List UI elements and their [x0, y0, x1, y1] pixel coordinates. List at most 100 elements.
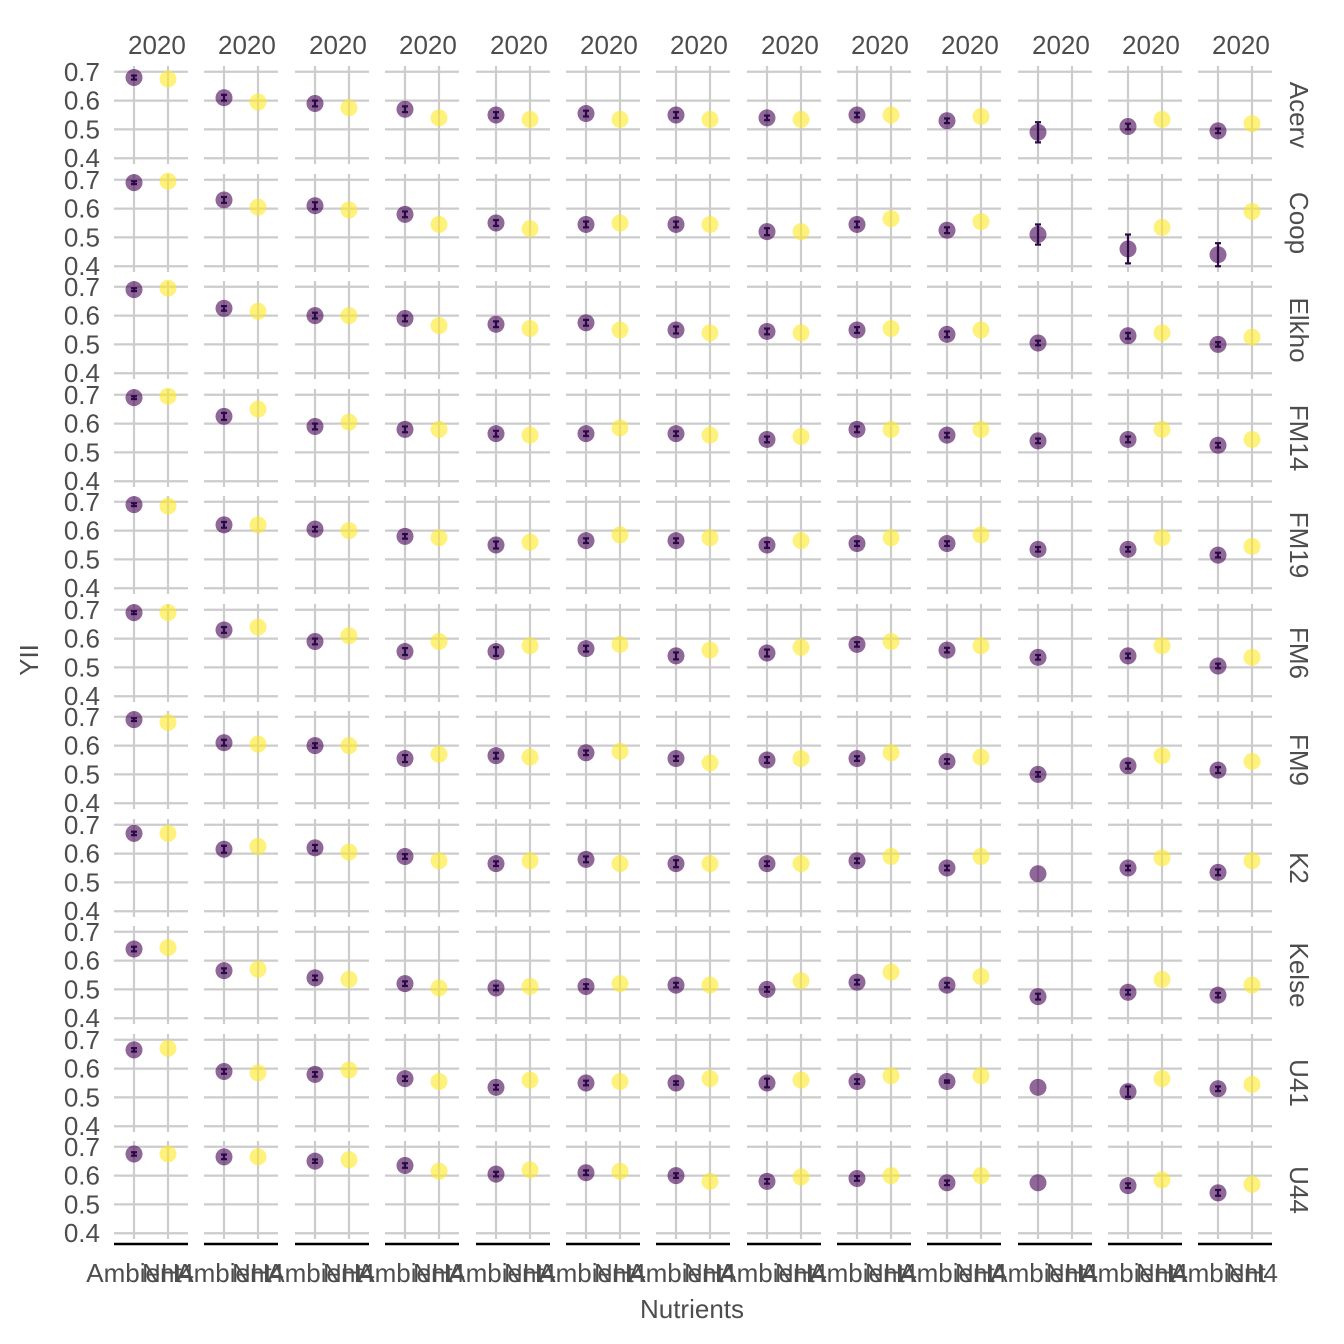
- data-point-nh4: [249, 618, 267, 636]
- facet-panel: [385, 604, 459, 702]
- row-strip: U41: [1284, 1059, 1314, 1107]
- facet-panel: [747, 1034, 821, 1132]
- facet-panel: [656, 174, 730, 272]
- column-strip: 2020: [1032, 30, 1090, 60]
- facet-panel: [1108, 281, 1182, 379]
- data-point-nh4: [340, 307, 358, 325]
- facet-panel: [566, 604, 640, 702]
- facet-panel: [1108, 1141, 1182, 1239]
- facet-panel: [1108, 926, 1182, 1024]
- facet-panel: [385, 496, 459, 594]
- facet-panel: [295, 926, 369, 1024]
- facet-panel: [1198, 389, 1272, 487]
- row-strip: Coop: [1284, 192, 1314, 254]
- x-tick-label: Ambient: [1170, 1258, 1266, 1288]
- data-point-nh4: [159, 1039, 177, 1057]
- facet-panel: [385, 711, 459, 809]
- data-point-nh4: [1153, 747, 1171, 765]
- column-strip-label: 2020: [761, 30, 819, 60]
- facet-panel: [747, 926, 821, 1024]
- facet-panel: [927, 1034, 1001, 1132]
- facet-panel: [656, 926, 730, 1024]
- facet-panel: [114, 1034, 188, 1132]
- facet-panel: [1018, 496, 1092, 594]
- data-point-nh4: [430, 1073, 448, 1091]
- data-point-nh4: [972, 967, 990, 985]
- data-point-nh4: [1153, 849, 1171, 867]
- data-point-nh4: [972, 748, 990, 766]
- y-tick-label: 0.4: [64, 358, 100, 388]
- data-point-nh4: [1243, 752, 1261, 770]
- data-point-nh4: [430, 745, 448, 763]
- facet-panel: [385, 926, 459, 1024]
- facet-panel: [837, 604, 911, 702]
- data-point-nh4: [882, 210, 900, 228]
- facet-panel: [927, 496, 1001, 594]
- data-point-nh4: [972, 321, 990, 339]
- facet-panel: [476, 1034, 550, 1132]
- facet-panel: [837, 281, 911, 379]
- data-point-nh4: [882, 1067, 900, 1085]
- data-point-nh4: [340, 627, 358, 645]
- y-tick-label: 0.5: [64, 329, 100, 359]
- facet-panel: [476, 174, 550, 272]
- y-tick-label: 0.5: [64, 437, 100, 467]
- facet-panel: [927, 281, 1001, 379]
- facet-panel: [927, 926, 1001, 1024]
- facet-panel: [1198, 926, 1272, 1024]
- data-point-nh4: [1153, 324, 1171, 342]
- y-tick-label: 0.7: [64, 702, 100, 732]
- data-point-nh4: [521, 1161, 539, 1179]
- facet-panel: [295, 174, 369, 272]
- facet-panel: [1198, 496, 1272, 594]
- x-tick-label: Ambient: [809, 1258, 905, 1288]
- facet-panel: [566, 174, 640, 272]
- data-point-nh4: [249, 400, 267, 418]
- facet-panel: [204, 926, 278, 1024]
- x-tick-label: Ambient: [628, 1258, 724, 1288]
- y-tick-label: 0.6: [64, 839, 100, 869]
- facet-panel: [385, 281, 459, 379]
- column-strip-label: 2020: [580, 30, 638, 60]
- facet-panel: [295, 604, 369, 702]
- column-strip: 2020: [490, 30, 548, 60]
- data-point-nh4: [521, 426, 539, 444]
- data-point-nh4: [1243, 852, 1261, 870]
- facet-panel: [204, 66, 278, 164]
- facet-panel: [204, 604, 278, 702]
- facet-panel: [656, 66, 730, 164]
- x-tick-label: Ambient: [1080, 1258, 1176, 1288]
- data-point-nh4: [340, 99, 358, 117]
- facet-panel: [204, 389, 278, 487]
- facet-panel: [114, 926, 188, 1024]
- data-point-nh4: [701, 754, 719, 772]
- facet-panel: [566, 389, 640, 487]
- x-tick-label: NH4: [955, 1258, 1007, 1288]
- row-strip-label: Elkho: [1284, 297, 1314, 362]
- facet-panel: [927, 66, 1001, 164]
- data-point-nh4: [249, 198, 267, 216]
- y-tick-label: 0.4: [64, 896, 100, 926]
- row-strip-label: FM19: [1284, 512, 1314, 578]
- data-point-nh4: [521, 1071, 539, 1089]
- y-tick-label: 0.6: [64, 409, 100, 439]
- data-point-nh4: [792, 638, 810, 656]
- row-strip-label: FM9: [1284, 734, 1314, 786]
- data-point-nh4: [1243, 1075, 1261, 1093]
- data-point-nh4: [882, 632, 900, 650]
- data-point-nh4: [611, 635, 629, 653]
- facet-panel: [566, 1034, 640, 1132]
- facet-panel: [927, 604, 1001, 702]
- x-tick-label: Ambient: [448, 1258, 544, 1288]
- data-point-nh4: [792, 110, 810, 128]
- data-point-nh4: [159, 824, 177, 842]
- y-tick-label: 0.4: [64, 143, 100, 173]
- facet-panel: [566, 819, 640, 917]
- facet-panel: [837, 1141, 911, 1239]
- data-point-nh4: [882, 847, 900, 865]
- facet-panel: [927, 174, 1001, 272]
- data-point-nh4: [1153, 1171, 1171, 1189]
- facet-panel: [114, 1141, 188, 1239]
- column-strip-label: 2020: [218, 30, 276, 60]
- facet-panel: [1198, 711, 1272, 809]
